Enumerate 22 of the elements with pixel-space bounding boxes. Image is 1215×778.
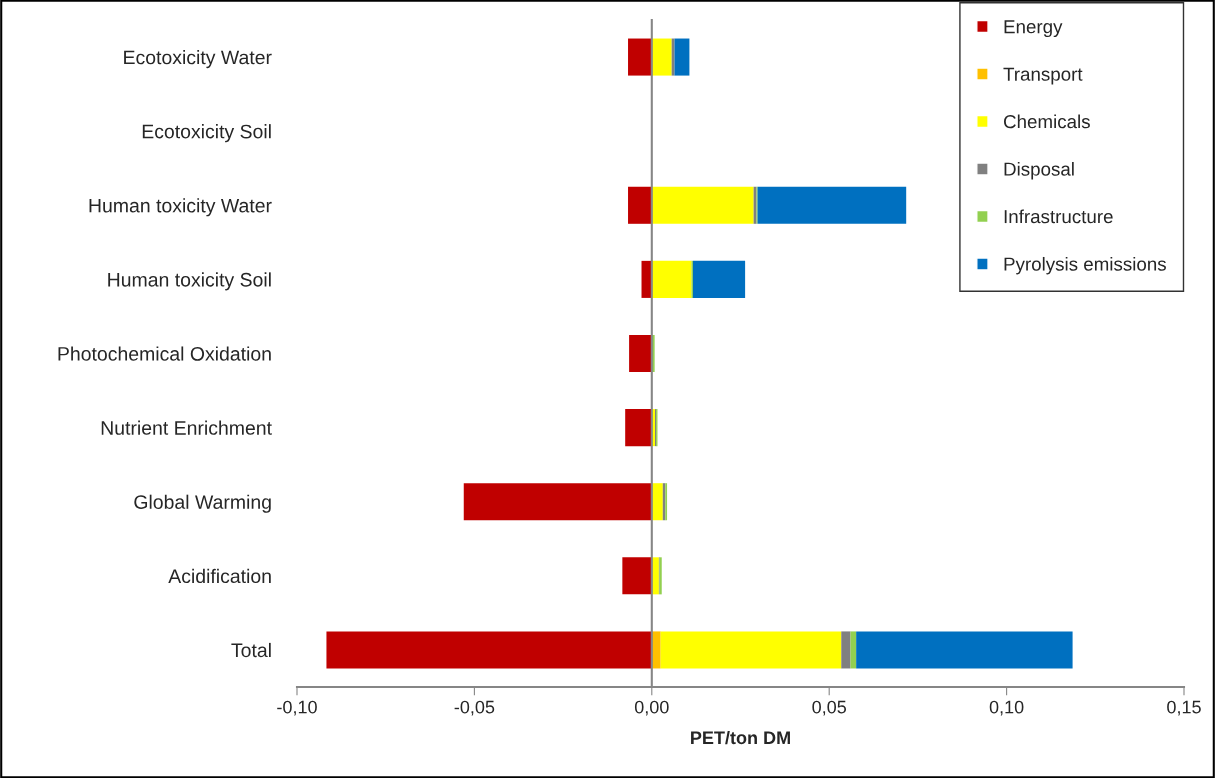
- legend-label: Energy: [1004, 20, 1063, 38]
- x-tick-label: -0,10: [277, 700, 317, 716]
- legend-label: Transport: [1003, 67, 1083, 85]
- y-tick-label: Total: [231, 642, 271, 658]
- x-tick-label: 0,10: [989, 700, 1024, 716]
- y-tick-label: Ecotoxicity Soil: [142, 124, 271, 143]
- legend-label: Infrastructure: [1004, 209, 1113, 224]
- y-tick-label: Photochemical Oxidation: [58, 346, 271, 361]
- x-axis-title: PET/ton DM: [691, 730, 790, 745]
- x-tick-label: -0,05: [454, 700, 495, 716]
- y-tick-label: Global Warming: [134, 494, 271, 513]
- legend-label: Pyrolysis emissions: [1004, 256, 1166, 275]
- y-tick-label: Human toxicity Water: [89, 198, 272, 217]
- x-tick-label: 0,15: [1167, 700, 1201, 716]
- x-tick-label: 0,05: [812, 700, 847, 716]
- y-tick-label: Nutrient Enrichment: [101, 420, 272, 435]
- y-tick-label: Ecotoxicity Water: [124, 50, 272, 69]
- y-tick-label: Acidification: [168, 568, 271, 584]
- x-tick-label: 0,00: [634, 700, 669, 716]
- y-tick-label: Human toxicity Soil: [108, 272, 271, 291]
- legend-label: Disposal: [1004, 162, 1074, 180]
- legend-label: Chemicals: [1004, 114, 1090, 129]
